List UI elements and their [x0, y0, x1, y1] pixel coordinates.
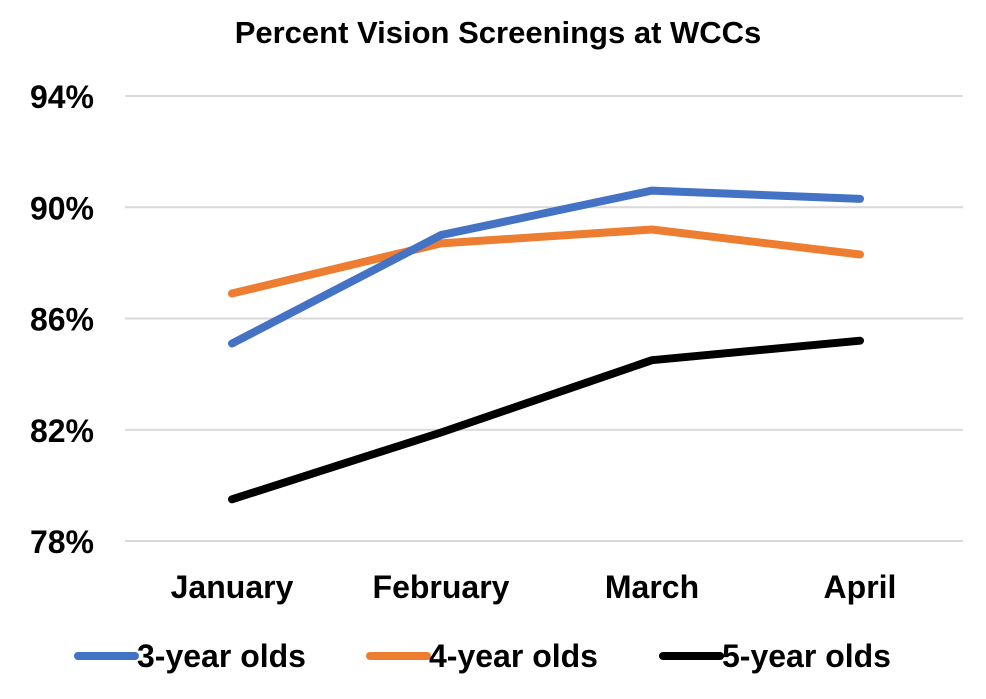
- grid: [125, 95, 963, 542]
- series-line-3-year-olds: [228, 186, 864, 348]
- series-line-5-year-olds: [228, 336, 864, 504]
- y-tick-label: 94%: [30, 79, 94, 115]
- legend-item: 5-year olds: [659, 638, 891, 674]
- x-tick-label: March: [605, 569, 699, 605]
- legend-label: 5-year olds: [722, 638, 891, 674]
- y-tick-label: 78%: [30, 524, 94, 560]
- legend-item: 4-year olds: [366, 638, 598, 674]
- y-tick-label: 90%: [30, 190, 94, 226]
- series-line-4-year-olds: [228, 225, 864, 298]
- chart-title: Percent Vision Screenings at WCCs: [235, 15, 762, 50]
- legend-label: 3-year olds: [137, 638, 306, 674]
- legend-item: 3-year olds: [74, 638, 306, 674]
- x-tick-label: February: [373, 569, 510, 605]
- y-axis-ticks: 78% 82% 86% 90% 94%: [30, 79, 94, 560]
- y-tick-label: 86%: [30, 302, 94, 338]
- y-tick-label: 82%: [30, 413, 94, 449]
- x-tick-label: January: [171, 569, 294, 605]
- legend: 3-year olds 4-year olds 5-year olds: [74, 638, 891, 674]
- series-lines: [228, 186, 864, 504]
- legend-label: 4-year olds: [429, 638, 598, 674]
- x-axis-ticks: January February March April: [171, 569, 897, 605]
- x-tick-label: April: [824, 569, 897, 605]
